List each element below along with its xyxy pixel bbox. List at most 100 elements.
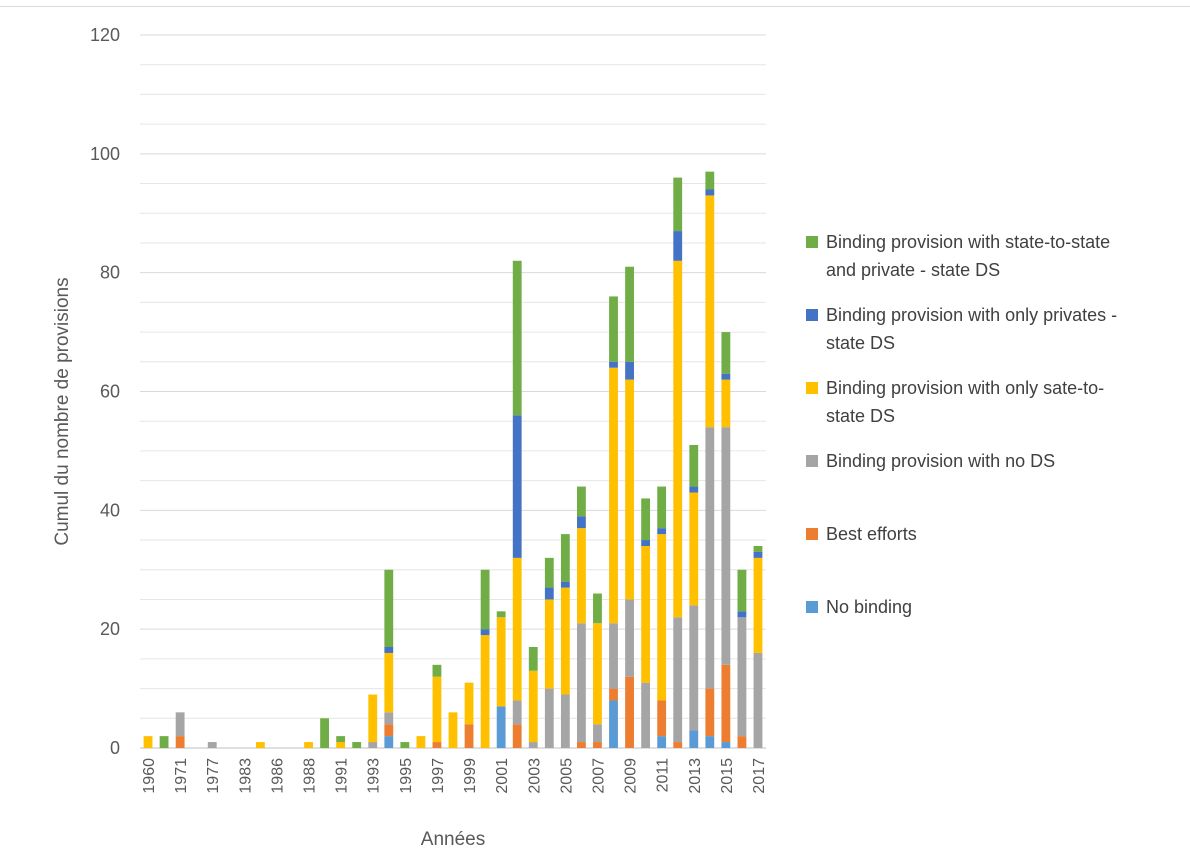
x-tick-label: 1993 [366, 758, 383, 794]
bar-segment [384, 736, 394, 748]
bar-segment [528, 742, 538, 748]
x-tick-label: 2001 [494, 758, 511, 794]
y-tick-label: 0 [110, 738, 120, 758]
bar-segment [464, 682, 474, 725]
y-tick-label: 20 [100, 619, 120, 639]
y-tick-label: 60 [100, 382, 120, 402]
x-tick-label: 2003 [526, 758, 543, 794]
bar-segment [753, 557, 763, 653]
bar-segment [609, 700, 618, 748]
x-tick-label: 2011 [655, 758, 672, 793]
bar-segment [705, 171, 715, 190]
bar-segment [609, 361, 618, 368]
bar-segment [560, 694, 570, 748]
gridlines [140, 34, 766, 749]
x-tick-label: 1977 [205, 758, 222, 794]
bar-segment [593, 623, 602, 725]
legend: Binding provision with state-to-state and… [806, 232, 1117, 617]
bar-segment [673, 260, 683, 618]
bars [143, 171, 763, 748]
legend-entry: Binding provision with only privates - st… [806, 305, 1117, 353]
bar-segment [384, 712, 394, 725]
bar-segment [593, 742, 602, 748]
bar-segment [560, 534, 570, 582]
bar-segment [464, 724, 474, 748]
bar-segment [576, 528, 586, 624]
y-axis-title: Cumul du nombre de provisions [52, 277, 73, 545]
x-axis-ticks: 1960 1971 1977 1983 1986 1988 1991 1993 1995 1997… [141, 758, 768, 794]
bar-segment [625, 266, 634, 362]
bar-segment [673, 231, 683, 261]
bar-segment [207, 742, 217, 748]
legend-label: Binding provision with only privates - [826, 305, 1117, 325]
bar-segment [159, 736, 169, 748]
bar-segment [641, 540, 651, 546]
bar-segment [432, 676, 442, 743]
bar-segment [625, 676, 634, 748]
bar-segment [576, 486, 586, 517]
bar-segment [544, 599, 554, 689]
legend-label: and private - state DS [826, 260, 1000, 280]
legend-entry: Binding provision with no DS [806, 451, 1055, 471]
bar-segment [512, 724, 522, 748]
legend-entry: Best efforts [806, 524, 917, 544]
bar-segment [576, 623, 586, 743]
bar-segment [689, 605, 699, 731]
bar-segment [753, 551, 763, 558]
legend-entry: No binding [806, 597, 912, 617]
bar-segment [416, 736, 426, 748]
bar-segment [320, 718, 330, 748]
bar-segment [384, 646, 394, 653]
legend-swatch [806, 236, 818, 248]
bar-segment [593, 724, 602, 743]
bar-segment [593, 593, 602, 624]
bar-segment [175, 712, 185, 737]
bar-segment [560, 587, 570, 695]
x-tick-label: 2015 [719, 758, 736, 794]
bar-segment [512, 415, 522, 558]
x-tick-label: 1986 [269, 758, 286, 794]
bar-segment [528, 646, 538, 671]
y-tick-label: 100 [90, 144, 120, 164]
bar-segment [721, 427, 731, 665]
legend-label: Best efforts [826, 524, 917, 544]
bar-segment [705, 427, 715, 689]
x-tick-label: 2007 [590, 758, 607, 794]
bar-segment [496, 617, 506, 707]
bar-segment [480, 635, 490, 748]
bar-segment [512, 260, 522, 416]
x-tick-label: 2005 [558, 758, 575, 794]
legend-entry: Binding provision with only sate-to-stat… [806, 378, 1104, 426]
bar-segment [480, 569, 490, 630]
bar-segment [705, 688, 715, 737]
bar-segment [721, 664, 731, 743]
x-tick-label: 1960 [141, 758, 158, 794]
bar-segment [721, 742, 731, 748]
legend-swatch [806, 601, 818, 613]
bar-segment [528, 670, 538, 743]
bar-segment [480, 629, 490, 636]
bar-segment [336, 742, 346, 748]
bar-segment [641, 545, 651, 683]
y-tick-label: 80 [100, 263, 120, 283]
legend-label: No binding [826, 597, 912, 617]
bar-segment [544, 557, 554, 588]
bar-segment [368, 742, 378, 748]
top-border-line [0, 6, 1190, 7]
bar-segment [673, 742, 683, 748]
bar-segment [576, 516, 586, 529]
bar-segment [352, 742, 362, 748]
bar-segment [737, 569, 747, 612]
legend-label: Binding provision with no DS [826, 451, 1055, 471]
legend-label: state DS [826, 406, 895, 426]
bar-segment [448, 712, 458, 748]
bar-segment [336, 736, 346, 743]
bar-segment [673, 617, 683, 743]
bar-segment [689, 444, 699, 487]
legend-label: state DS [826, 333, 895, 353]
x-tick-label: 1971 [173, 758, 190, 794]
bar-segment [496, 706, 506, 748]
bar-segment [384, 724, 394, 737]
y-tick-label: 40 [100, 500, 120, 520]
x-tick-label: 1999 [462, 758, 479, 794]
